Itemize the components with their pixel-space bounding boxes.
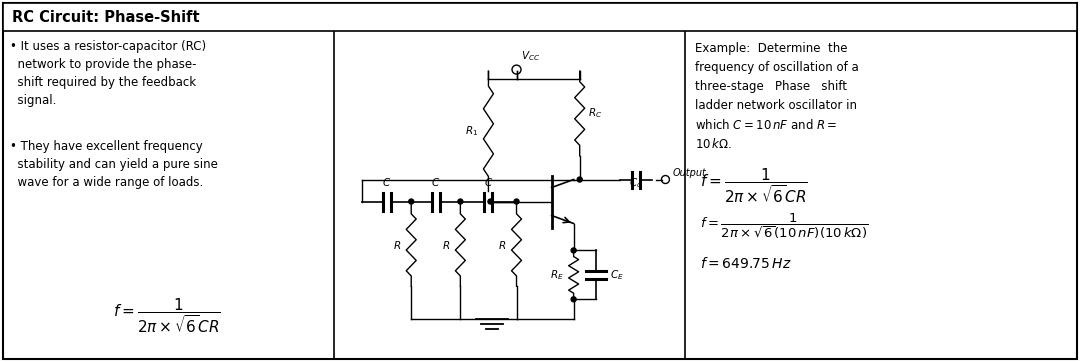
Text: $f = \dfrac{1}{2\pi \times \sqrt{6}(10\,nF)(10\,k\Omega)}$: $f = \dfrac{1}{2\pi \times \sqrt{6}(10\,…	[700, 211, 868, 241]
Text: frequency of oscillation of a: frequency of oscillation of a	[696, 61, 859, 74]
Text: $R$: $R$	[393, 239, 402, 251]
Text: $C_E$: $C_E$	[609, 268, 623, 282]
Text: $C$: $C$	[484, 176, 494, 188]
Text: ladder network oscillator in: ladder network oscillator in	[696, 99, 858, 112]
Text: Output: Output	[673, 168, 706, 177]
Circle shape	[571, 297, 576, 302]
Bar	[3, 3, 1077, 31]
Text: $f = 649.75\,Hz$: $f = 649.75\,Hz$	[700, 256, 792, 271]
Text: three-stage   Phase   shift: three-stage Phase shift	[696, 80, 847, 93]
Text: $f = \dfrac{1}{2\pi \times \sqrt{6}CR}$: $f = \dfrac{1}{2\pi \times \sqrt{6}CR}$	[700, 166, 808, 205]
Text: $C$: $C$	[382, 176, 391, 188]
Text: which $C = 10\,nF$ and $R =$: which $C = 10\,nF$ and $R =$	[696, 118, 837, 132]
Text: $R_1$: $R_1$	[465, 125, 478, 138]
Text: • It uses a resistor-capacitor (RC)
  network to provide the phase-
  shift requ: • It uses a resistor-capacitor (RC) netw…	[10, 40, 206, 107]
Text: $R_E$: $R_E$	[550, 268, 564, 282]
Text: $f = \dfrac{1}{2\pi \times \sqrt{6}CR}$: $f = \dfrac{1}{2\pi \times \sqrt{6}CR}$	[113, 296, 221, 335]
Text: $R$: $R$	[442, 239, 450, 251]
Text: $R_C$: $R_C$	[588, 106, 602, 121]
Circle shape	[577, 177, 582, 182]
Text: $V_{CC}$: $V_{CC}$	[521, 49, 540, 63]
Circle shape	[571, 248, 576, 253]
Text: Example:  Determine  the: Example: Determine the	[696, 42, 848, 55]
Text: $R$: $R$	[498, 239, 507, 251]
Text: RC Circuit: Phase-Shift: RC Circuit: Phase-Shift	[12, 9, 200, 25]
Text: $10\,k\Omega.$: $10\,k\Omega.$	[696, 137, 732, 151]
Circle shape	[458, 199, 463, 204]
Text: $C$: $C$	[431, 176, 441, 188]
Circle shape	[488, 199, 492, 204]
Text: • They have excellent frequency
  stability and can yield a pure sine
  wave for: • They have excellent frequency stabilit…	[10, 140, 218, 189]
Text: $C_o$: $C_o$	[630, 176, 643, 190]
Circle shape	[514, 199, 519, 204]
Circle shape	[408, 199, 414, 204]
